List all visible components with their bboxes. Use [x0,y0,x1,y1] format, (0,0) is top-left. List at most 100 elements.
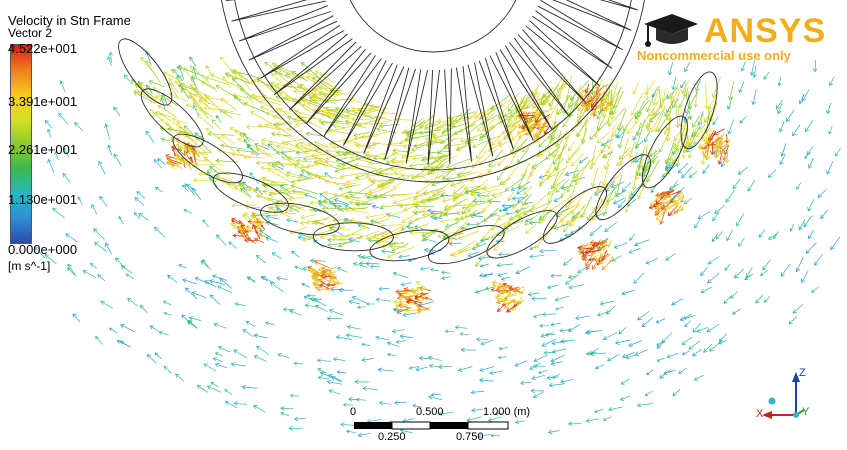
velocity-vector [346,108,376,117]
velocity-vector-head [592,112,597,118]
velocity-vector [286,171,309,180]
velocity-vector [259,179,286,184]
velocity-vector [100,301,113,309]
scale-label-0500: 0.500 [416,406,444,418]
velocity-vector [711,233,718,242]
velocity-vector [727,96,733,110]
velocity-vector-head [614,340,620,345]
velocity-vector-head [479,263,484,268]
velocity-vector-head [714,153,719,159]
velocity-vector [481,114,498,125]
velocity-vector [518,129,531,139]
velocity-vector-head [252,223,257,229]
velocity-vector [333,358,346,361]
velocity-vector-head [714,209,719,214]
velocity-vector-head [375,168,380,174]
velocity-vector [346,334,363,338]
velocity-vector-head [576,248,582,253]
velocity-vector [530,107,539,122]
velocity-vector-head [712,121,717,126]
velocity-vector [539,170,548,185]
velocity-vector [90,263,98,269]
velocity-vector-head [725,197,730,203]
velocity-vector [250,152,275,155]
velocity-vector [186,104,209,115]
velocity-vector [807,199,815,212]
velocity-vector-head [595,105,600,109]
velocity-vector-head [509,149,514,154]
velocity-vector-head [293,361,298,366]
velocity-vector-head [597,110,603,116]
velocity-vector-head [265,236,270,241]
velocity-vector-head [572,214,576,219]
velocity-vector [270,282,284,292]
velocity-vector-head [449,251,455,256]
velocity-vector [252,224,261,240]
velocity-vector [805,120,814,132]
velocity-vector [482,117,497,131]
velocity-vector-head [265,111,271,117]
velocity-vector [365,142,381,148]
velocity-vector [207,385,222,393]
velocity-vector-head [598,257,603,263]
velocity-vector-head [148,79,154,85]
velocity-vector [507,99,518,112]
velocity-vector-head [183,208,188,213]
velocity-vector [547,184,561,195]
velocity-vector-head [415,286,420,291]
velocity-vector [159,331,169,336]
velocity-vector-head [611,132,616,138]
velocity-vector [345,140,360,144]
velocity-vector-head [566,188,572,193]
velocity-vector-head [700,136,705,141]
velocity-vector-head [826,109,831,115]
velocity-vector-head [656,342,660,346]
velocity-vector-head [700,271,705,277]
velocity-vector [378,369,394,372]
velocity-vector-head [722,156,727,161]
velocity-vector [276,207,284,214]
velocity-vector-head [290,179,296,184]
velocity-vector [599,253,612,265]
velocity-vector [327,381,343,385]
velocity-vector-head [237,225,240,229]
velocity-vector-head [698,145,704,150]
velocity-vector [164,312,173,316]
velocity-vector-head [324,158,330,164]
velocity-vector [476,212,498,226]
velocity-vector-head [504,296,508,300]
z-axis-arrow-icon [792,372,800,382]
velocity-vector [470,110,482,127]
velocity-vector-head [804,155,808,159]
velocity-vector-head [289,393,294,398]
velocity-vector [631,92,644,116]
velocity-vector-head [594,409,598,414]
velocity-vector-head [327,237,332,243]
velocity-vector-head [160,95,166,100]
velocity-vector [511,138,528,155]
velocity-vector-head [673,209,679,215]
velocity-vector-head [209,166,214,171]
velocity-vector-head [497,299,501,303]
velocity-vector-head [789,228,793,232]
runner-blade [531,10,613,69]
velocity-vector-head [370,178,375,184]
velocity-vector-head [198,99,203,104]
velocity-vector-head [558,237,564,242]
velocity-vector-head [665,137,671,142]
velocity-vector-head [605,187,610,193]
velocity-vector-head [567,327,573,332]
velocity-vector [724,263,731,271]
velocity-vector-head [655,215,661,221]
velocity-vector-head [179,89,185,94]
velocity-vector-head [212,274,217,279]
velocity-vector [213,357,223,363]
velocity-vector-head [636,402,642,408]
velocity-vector [416,287,426,291]
velocity-vector [354,144,375,146]
velocity-vector [808,229,815,239]
velocity-vector-head [723,300,728,305]
velocity-vector-head [703,153,706,157]
velocity-vector-head [785,117,790,123]
